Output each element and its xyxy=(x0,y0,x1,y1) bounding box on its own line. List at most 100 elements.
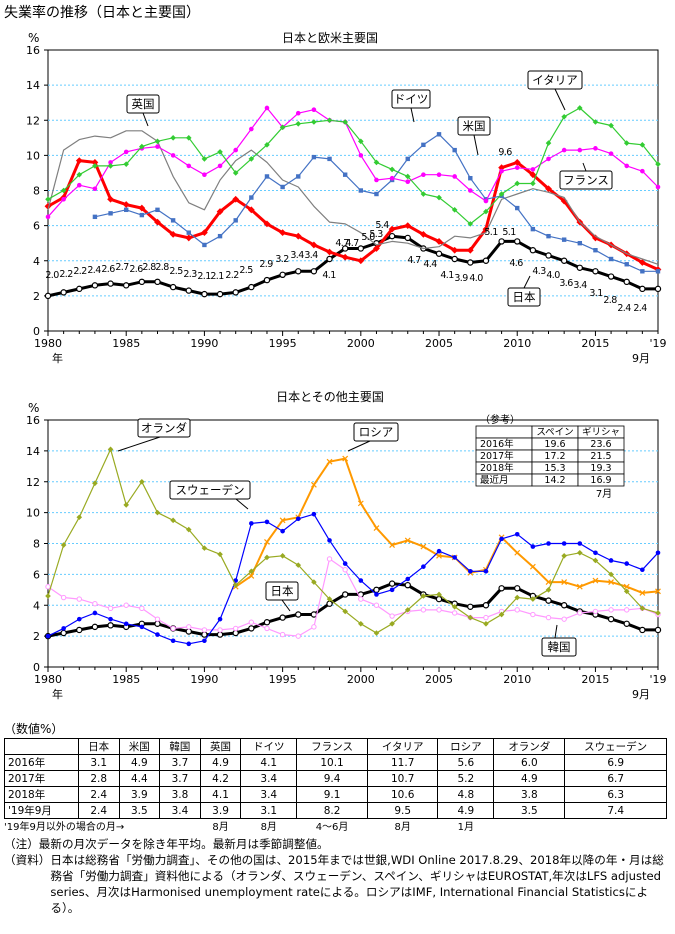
data-point-米国 xyxy=(388,225,396,233)
data-point-日本 xyxy=(545,597,552,604)
data-point-日本 xyxy=(76,626,83,634)
table-cell: 5.6 xyxy=(437,754,495,771)
chart-title: 日本と欧米主要国 xyxy=(282,31,378,45)
data-point-韓国 xyxy=(170,625,176,632)
data-point-日本 xyxy=(91,623,99,631)
data-point-オランダ xyxy=(639,605,646,612)
data-point-スウェーデン xyxy=(655,550,661,556)
data-point-イタリア xyxy=(389,166,395,173)
data-point-フランス xyxy=(608,151,614,156)
data-point-スウェーデン xyxy=(608,558,614,563)
data-point-フランス xyxy=(436,172,442,177)
data-point-スウェーデン xyxy=(561,541,567,546)
series-line-イタリア xyxy=(47,107,659,225)
data-point-オランダ xyxy=(561,553,567,559)
data-label: 2.4 xyxy=(633,303,647,314)
x-tick-label: 2015 xyxy=(581,337,609,350)
callout-box xyxy=(527,70,583,90)
data-point-イタリア xyxy=(561,113,567,120)
table-cell: 4.2 xyxy=(199,770,242,787)
data-point-イタリア xyxy=(326,117,333,124)
y-tick-label: 6 xyxy=(33,568,40,581)
series-line-英国 xyxy=(47,130,659,265)
data-point-日本 xyxy=(138,278,146,286)
chart-japan-western: 日本と欧米主要国% 0 2 4 6 8 10 12 14 16 1980 1985 1990 1995 20… xyxy=(26,31,667,365)
table-cell: 2018年 xyxy=(4,786,79,803)
data-point-日本 xyxy=(560,257,568,264)
data-point-韓国 xyxy=(483,614,489,621)
callout-box xyxy=(507,287,541,307)
data-point-ドイツ xyxy=(217,233,223,239)
data-point-オランダ xyxy=(45,593,51,599)
data-point-フランス xyxy=(295,110,301,116)
data-point-フランス xyxy=(624,163,630,169)
data-point-スウェーデン xyxy=(342,561,348,566)
table-cell: 9.5 xyxy=(366,802,439,819)
data-point-日本 xyxy=(107,622,114,629)
data-point-韓国 xyxy=(530,611,536,618)
data-table-header-cell: イタリア xyxy=(366,738,439,755)
data-point-日本 xyxy=(279,614,286,621)
data-point-ロシア xyxy=(373,525,380,531)
data-point-イタリア xyxy=(264,142,270,148)
data-label: 3.9 xyxy=(454,273,468,284)
y-tick-label: 8 xyxy=(33,185,40,198)
data-point-オランダ xyxy=(545,587,552,593)
x-tick-label: 1985 xyxy=(112,337,140,350)
data-point-フランス xyxy=(499,168,504,174)
data-point-フランス xyxy=(358,153,364,158)
data-point-ドイツ xyxy=(280,184,285,190)
table-row: '19年9月 2.4 3.5 3.4 3.9 3.1 8.2 9.5 4.9 3.5 7.4 xyxy=(4,802,667,819)
reference-title: （参考） xyxy=(480,413,520,426)
data-point-韓国 xyxy=(139,605,145,612)
reference-cell-text: 15.3 xyxy=(544,463,565,474)
data-point-韓国 xyxy=(217,627,223,633)
data-point-フランス xyxy=(483,198,489,204)
table-cell: 2016年 xyxy=(4,754,79,771)
data-point-オランダ xyxy=(373,630,380,636)
data-point-スウェーデン xyxy=(264,519,270,525)
data-point-韓国 xyxy=(60,594,67,601)
note-label: （注） xyxy=(4,837,39,851)
data-point-米国 xyxy=(185,234,193,242)
data-point-日本 xyxy=(91,282,99,289)
data-point-フランス xyxy=(655,184,661,190)
data-point-スウェーデン xyxy=(468,568,473,574)
data-point-韓国 xyxy=(561,616,567,622)
data-point-フランス xyxy=(311,107,317,113)
data-table-header-cell: 英国 xyxy=(199,738,242,755)
callout-box xyxy=(541,637,577,657)
data-point-ドイツ xyxy=(233,218,238,223)
data-label: 5.1 xyxy=(484,227,498,238)
callout-pointer xyxy=(347,440,371,452)
data-point-フランス xyxy=(389,175,395,181)
data-point-韓国 xyxy=(342,567,348,573)
table-cell: 7.4 xyxy=(564,802,667,819)
data-point-韓国 xyxy=(577,610,583,616)
data-label: 4.6 xyxy=(509,258,523,269)
data-label: 4.4 xyxy=(423,259,437,270)
data-point-日本 xyxy=(154,278,161,286)
data-point-イタリア xyxy=(655,161,661,167)
data-label: 5.1 xyxy=(502,227,516,238)
series-line-オランダ xyxy=(47,448,659,634)
data-point-スウェーデン xyxy=(92,610,98,616)
y-tick-label: 4 xyxy=(33,599,40,612)
data-point-イタリア xyxy=(139,143,145,150)
data-table-header-cell: フランス xyxy=(296,738,368,755)
table-cell: 3.4 xyxy=(159,802,201,819)
data-label: 2.9 xyxy=(259,259,273,270)
data-label: 3.4 xyxy=(304,250,318,261)
callout-box xyxy=(391,89,431,109)
data-point-日本 xyxy=(654,285,662,293)
data-point-日本 xyxy=(216,631,224,638)
table-cell: 3.9 xyxy=(118,786,161,803)
series-label: ドイツ xyxy=(394,92,429,106)
reference-cell xyxy=(475,425,533,439)
data-label: 2.5 xyxy=(239,265,253,276)
data-label: 5.3 xyxy=(369,229,383,240)
y-tick-label: 10 xyxy=(26,149,40,162)
page-title: 失業率の推移（日本と主要国） xyxy=(4,5,200,21)
data-point-オランダ xyxy=(420,593,427,599)
callout-pointer xyxy=(117,436,161,452)
